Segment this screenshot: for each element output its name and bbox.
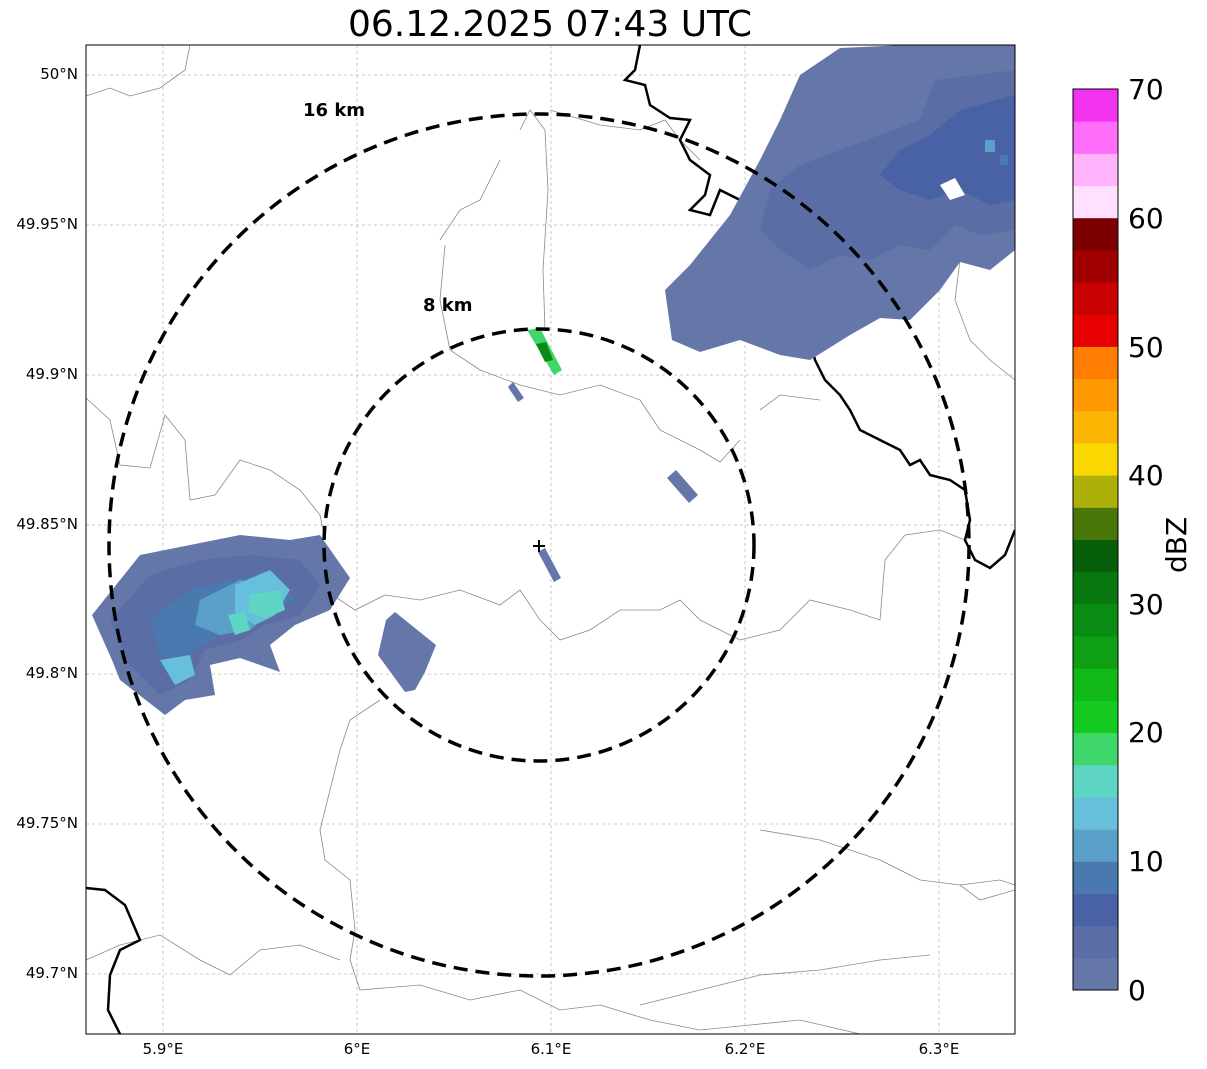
precip-west-cluster — [92, 535, 350, 715]
colorbar-tick: 0 — [1128, 974, 1146, 1007]
colorbar-label: dBZ — [1160, 516, 1193, 573]
colorbar-tick: 30 — [1128, 588, 1164, 621]
colorbar-segment — [1073, 89, 1118, 122]
colorbar-segment — [1073, 636, 1118, 669]
lat-label: 49.85°N — [16, 515, 78, 533]
colorbar-segment — [1073, 893, 1118, 927]
colorbar-segment — [1073, 121, 1118, 154]
range-rings — [107, 112, 971, 978]
colorbar-segment — [1073, 700, 1118, 734]
precip-north-streak — [527, 328, 562, 375]
colorbar-segment — [1073, 217, 1118, 251]
ring-label-16km: 16 km — [303, 100, 366, 121]
plot-frame — [85, 44, 1016, 1035]
colorbar-segment — [1073, 957, 1118, 991]
colorbar-segment — [1073, 249, 1118, 283]
colorbar-tick: 10 — [1128, 845, 1164, 878]
colorbar-segment — [1073, 796, 1118, 830]
colorbar-tick: 70 — [1128, 73, 1164, 106]
colorbar-segment — [1073, 346, 1118, 380]
colorbar-segment — [1073, 603, 1118, 637]
colorbar-segment — [1073, 925, 1118, 959]
lat-label: 50°N — [40, 65, 78, 83]
colorbar-segment — [1073, 442, 1118, 476]
colorbar-tick: 50 — [1128, 331, 1164, 364]
ring-label-8km: 8 km — [423, 295, 473, 316]
colorbar-segment — [1073, 829, 1118, 862]
lat-label: 49.75°N — [16, 814, 78, 832]
colorbar-segment — [1073, 861, 1118, 894]
map-title: 06.12.2025 07:43 UTC — [347, 4, 753, 45]
lon-label: 6.3°E — [918, 1040, 960, 1058]
colorbar-frame — [1072, 88, 1119, 991]
colorbar-segment — [1073, 410, 1118, 444]
range-ring-8km — [322, 327, 756, 763]
colorbar-segment — [1073, 153, 1118, 187]
lat-label: 49.7°N — [25, 964, 78, 982]
colorbar-segment — [1073, 185, 1118, 219]
precip-northeast-cluster — [665, 45, 1015, 360]
colorbar-tick: 40 — [1128, 459, 1164, 492]
colorbar-tick: 60 — [1128, 202, 1164, 235]
colorbar-segment — [1073, 378, 1118, 412]
precip-small-echoes — [378, 382, 698, 692]
colorbar — [1073, 89, 1118, 991]
lon-label: 6.2°E — [724, 1040, 766, 1058]
colorbar-segment — [1073, 571, 1118, 605]
colorbar-segment — [1073, 764, 1118, 798]
colorbar-segment — [1073, 668, 1118, 701]
colorbar-segment — [1073, 539, 1118, 573]
admin-boundaries — [86, 45, 1015, 1034]
lat-label: 49.8°N — [25, 664, 78, 682]
range-ring-16km — [107, 112, 971, 978]
colorbar-segment — [1073, 475, 1118, 508]
lat-label: 49.95°N — [16, 215, 78, 233]
colorbar-tick: 20 — [1128, 716, 1164, 749]
lat-label: 49.9°N — [25, 365, 78, 383]
plus-icon — [533, 540, 545, 552]
lon-label: 5.9°E — [142, 1040, 184, 1058]
colorbar-segment — [1073, 732, 1118, 766]
colorbar-segment — [1073, 282, 1118, 315]
colorbar-segment — [1073, 507, 1118, 540]
lon-label: 6.1°E — [530, 1040, 572, 1058]
lon-label: 6°E — [343, 1040, 371, 1058]
colorbar-segment — [1073, 314, 1118, 347]
